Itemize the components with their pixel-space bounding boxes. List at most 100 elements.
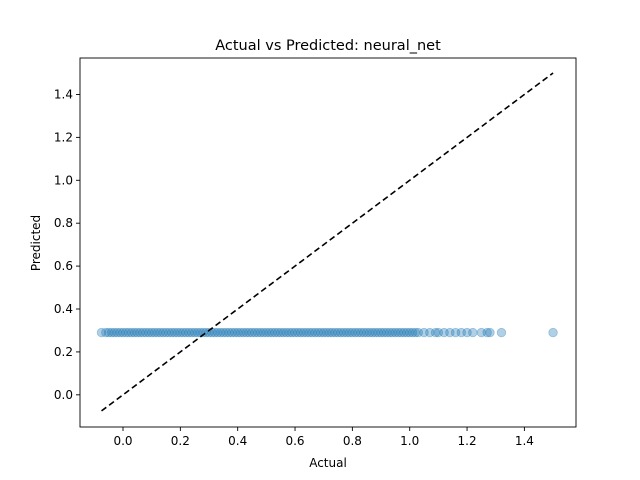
data-point xyxy=(330,327,340,338)
data-point xyxy=(376,327,386,338)
data-point xyxy=(181,327,191,338)
x-tick-label: 0.6 xyxy=(285,434,304,448)
data-point xyxy=(476,327,487,338)
data-point xyxy=(250,327,260,338)
data-point xyxy=(204,327,214,338)
data-point xyxy=(341,327,352,338)
data-point xyxy=(468,327,478,338)
data-point xyxy=(287,327,297,338)
data-point xyxy=(241,327,251,338)
data-point xyxy=(425,327,435,338)
data-point xyxy=(247,327,257,338)
data-point xyxy=(344,327,355,338)
data-point xyxy=(307,327,317,338)
data-point xyxy=(445,327,455,338)
y-tick-label: 1.2 xyxy=(54,130,73,144)
data-point xyxy=(321,327,332,338)
data-point xyxy=(485,327,495,338)
data-point xyxy=(235,327,246,338)
x-tick-label: 0.0 xyxy=(113,434,132,448)
data-point xyxy=(184,327,194,338)
data-point xyxy=(261,327,272,338)
data-point xyxy=(149,327,160,338)
data-point xyxy=(293,327,303,338)
data-point xyxy=(379,327,389,338)
data-point xyxy=(387,327,398,338)
data-point xyxy=(101,327,111,338)
data-point xyxy=(126,327,137,338)
data-point xyxy=(210,327,220,338)
data-point xyxy=(399,327,409,338)
axes-frame xyxy=(79,57,577,428)
identity-reference-line xyxy=(101,72,554,412)
data-point xyxy=(189,327,200,338)
chart-title: Actual vs Predicted: neural_net xyxy=(215,38,441,54)
data-point xyxy=(347,327,358,338)
data-point xyxy=(439,327,449,338)
data-point xyxy=(175,327,186,338)
data-point xyxy=(275,327,286,338)
data-point xyxy=(172,327,183,338)
data-point xyxy=(407,327,418,338)
data-point xyxy=(281,327,292,338)
data-point xyxy=(141,327,151,338)
data-point xyxy=(316,327,326,338)
data-point xyxy=(124,327,134,338)
y-tick-label: 1.0 xyxy=(54,173,73,187)
data-point xyxy=(370,327,381,338)
data-point xyxy=(112,327,122,338)
x-tick-label: 1.2 xyxy=(458,434,477,448)
y-axis-ticks: 0.0 0.2 0.4 0.6 0.8 1.0 1.2 1.4 xyxy=(54,87,80,402)
y-tick-label: 0.6 xyxy=(54,259,73,273)
axes-background xyxy=(80,58,576,427)
data-point xyxy=(462,327,472,338)
data-point xyxy=(419,327,429,338)
data-point xyxy=(121,327,131,338)
data-point xyxy=(96,327,107,338)
x-axis-ticks: 0.0 0.2 0.4 0.6 0.8 1.0 1.2 1.4 xyxy=(113,427,534,448)
data-point xyxy=(384,327,395,338)
data-point xyxy=(135,327,145,338)
data-point xyxy=(359,327,369,338)
data-point xyxy=(258,327,269,338)
data-point xyxy=(278,327,289,338)
data-point xyxy=(456,327,467,338)
data-point xyxy=(273,327,283,338)
data-point xyxy=(310,327,320,338)
data-point xyxy=(198,327,208,338)
y-tick-label: 0.8 xyxy=(54,216,73,230)
data-point xyxy=(255,327,266,338)
data-point xyxy=(192,327,203,338)
data-point xyxy=(430,327,441,338)
data-point xyxy=(178,327,188,338)
data-point xyxy=(339,327,349,338)
data-point xyxy=(301,327,312,338)
data-point xyxy=(221,327,231,338)
data-point xyxy=(496,327,507,338)
data-point xyxy=(296,327,306,338)
data-point xyxy=(304,327,315,338)
points-layer xyxy=(96,327,558,338)
data-point xyxy=(244,327,254,338)
y-tick-label: 0.2 xyxy=(54,345,73,359)
data-point xyxy=(227,327,237,338)
data-point xyxy=(413,327,424,338)
data-point xyxy=(290,327,300,338)
data-point xyxy=(164,327,174,338)
data-point xyxy=(238,327,249,338)
data-point xyxy=(109,327,120,338)
data-point xyxy=(353,327,363,338)
data-point xyxy=(350,327,360,338)
data-point xyxy=(402,327,412,338)
data-point xyxy=(218,327,229,338)
data-point xyxy=(327,327,338,338)
data-point xyxy=(450,327,461,338)
data-point xyxy=(132,327,143,338)
x-axis-label: Actual xyxy=(309,456,347,470)
data-point xyxy=(253,327,263,338)
data-point xyxy=(144,327,154,338)
data-point xyxy=(410,327,421,338)
data-point xyxy=(103,327,114,338)
x-tick-label: 0.8 xyxy=(343,434,362,448)
